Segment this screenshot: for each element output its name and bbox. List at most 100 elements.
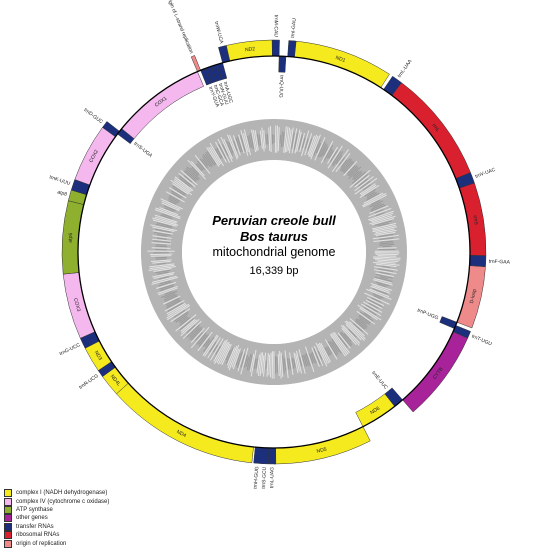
gc-ring-tick xyxy=(204,154,214,166)
gene-label: D-loop xyxy=(469,288,478,304)
gc-ring-tick xyxy=(340,331,353,346)
gc-ring-tick xyxy=(245,356,250,367)
gc-ring-tick xyxy=(154,245,168,248)
gc-ring-tick xyxy=(352,170,360,178)
gc-ring-tick xyxy=(229,134,239,158)
gc-ring-tick xyxy=(212,344,219,353)
gc-ring-tick xyxy=(215,141,227,163)
gc-ring-tick xyxy=(180,169,198,186)
gc-ring-tick xyxy=(358,315,370,325)
gene-nd1 xyxy=(290,40,390,88)
gc-ring-tick xyxy=(372,288,388,295)
gc-ring-tick xyxy=(309,135,319,158)
gc-ring-tick xyxy=(205,151,216,166)
gc-ring-tick xyxy=(329,150,338,163)
gc-ring-tick xyxy=(206,151,217,165)
gc-ring-tick xyxy=(339,332,352,347)
gc-ring-tick xyxy=(203,336,215,352)
gc-ring-tick xyxy=(263,352,267,377)
gc-ring-tick xyxy=(354,174,369,186)
gc-ring-tick xyxy=(298,134,303,150)
gc-ring-tick xyxy=(186,324,201,338)
gc-ring-tick xyxy=(171,192,182,199)
legend-item-complex-i: complex I (NADH dehydrogenase) xyxy=(4,489,234,498)
gc-ring-center xyxy=(182,160,366,344)
gc-ring-tick xyxy=(369,212,394,222)
gc-ring-tick xyxy=(202,156,211,167)
gc-ring-tick xyxy=(248,354,253,371)
gc-ring-tick xyxy=(331,149,349,173)
gc-ring-tick xyxy=(349,169,371,188)
gc-ring-tick xyxy=(261,355,265,374)
gene-trni-gau xyxy=(287,40,297,58)
gc-ring-tick xyxy=(226,347,236,366)
gc-ring-tick xyxy=(149,263,175,268)
gc-ring-tick xyxy=(148,265,176,272)
gc-ring-tick xyxy=(360,184,377,196)
gc-ring-tick xyxy=(345,320,366,340)
gc-ring-tick xyxy=(377,260,396,264)
organism-species-name: Bos taurus xyxy=(240,229,308,244)
gc-ring-tick xyxy=(215,345,222,355)
gc-ring-tick xyxy=(150,255,172,257)
gc-ring-tick xyxy=(310,353,315,363)
gc-ring-tick xyxy=(221,343,232,366)
gc-ring-tick xyxy=(189,326,202,340)
gc-ring-tick xyxy=(314,137,326,161)
gc-ring-tick xyxy=(379,242,394,245)
gc-ring-tick xyxy=(370,285,391,294)
gc-ring-tick xyxy=(332,332,349,355)
gene-origin-of-l-strand-replication xyxy=(190,55,201,72)
gc-ring-tick xyxy=(167,302,184,312)
gc-ring-tick xyxy=(266,352,269,377)
gc-ring-tick xyxy=(266,133,269,145)
gc-ring-tick xyxy=(375,231,396,236)
gc-ring-tick xyxy=(324,339,338,360)
gc-ring-tick xyxy=(255,358,259,369)
gc-ring-tick xyxy=(232,135,241,156)
gene-trns-gcu xyxy=(260,447,270,465)
gc-ring-tick xyxy=(258,134,262,146)
gc-ring-tick xyxy=(372,224,396,231)
gc-ring-tick xyxy=(369,200,384,208)
gc-ring-tick xyxy=(261,127,265,152)
gc-ring-tick xyxy=(217,341,230,365)
gc-ring-tick xyxy=(181,319,197,334)
gc-ring-tick xyxy=(174,176,194,191)
gc-ring-tick xyxy=(156,244,167,246)
gc-ring-tick xyxy=(338,157,345,166)
gc-ring-tick xyxy=(161,202,180,212)
genome-backbone-circle xyxy=(77,55,471,449)
gc-ring-tick xyxy=(197,160,206,171)
gc-ring-tick xyxy=(220,136,233,162)
gene-label: trnM-CAU xyxy=(273,15,279,38)
gc-ring-tick xyxy=(359,184,380,198)
gc-ring-tick xyxy=(225,350,231,361)
gc-ring-tick xyxy=(216,341,229,364)
gene-label: COX2 xyxy=(88,149,100,164)
gc-ring-tick xyxy=(305,353,311,367)
gc-ring-tick xyxy=(158,276,170,280)
gc-ring-tick xyxy=(151,275,177,283)
gc-ring-tick xyxy=(165,191,185,203)
gc-ring-tick xyxy=(338,335,348,348)
gene-trnm-cau xyxy=(271,39,280,57)
gc-ring-tick xyxy=(313,345,324,366)
gc-ring-tick xyxy=(227,345,238,369)
gc-ring-tick xyxy=(216,147,223,159)
gc-ring-tick xyxy=(327,146,338,164)
gc-ring-tick xyxy=(186,166,200,180)
gc-ring-tick xyxy=(276,125,279,153)
gc-ring-tick xyxy=(301,130,310,157)
gc-ring-tick xyxy=(161,200,181,210)
gc-ring-tick xyxy=(376,212,385,217)
gc-ring-tick xyxy=(287,129,292,151)
gc-ring-tick xyxy=(291,357,295,370)
gc-ring-tick xyxy=(370,203,385,211)
gc-ring-tick xyxy=(301,355,306,368)
gene-label: rrnS xyxy=(471,215,479,226)
gc-ring-tick xyxy=(155,223,173,229)
gc-ring-tick xyxy=(370,204,386,212)
gc-ring-tick xyxy=(168,187,187,199)
gc-ring-tick xyxy=(202,153,213,168)
